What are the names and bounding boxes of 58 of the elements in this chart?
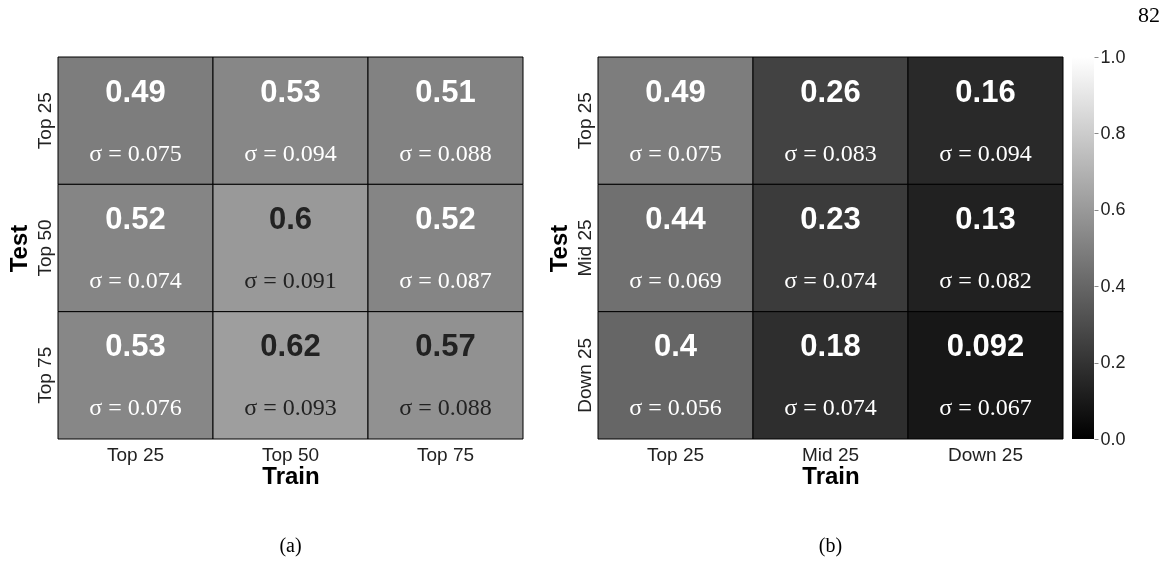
x-tick-label: Top 25 <box>106 443 165 465</box>
annotation: σ = 0.091 <box>244 267 337 293</box>
x-tick-label: Top 75 <box>416 443 475 465</box>
data-label: 0.16 <box>955 73 1016 109</box>
annotation: σ = 0.074 <box>784 267 877 293</box>
text: (a) <box>279 534 302 557</box>
data-label: 0.57 <box>415 328 476 364</box>
data-label: 0.53 <box>105 328 166 364</box>
color-bar-label: 0.8 <box>1100 122 1126 143</box>
data-label: 0.18 <box>800 328 861 364</box>
data-label: 0.53 <box>260 73 321 109</box>
color-bar-label: 0.6 <box>1100 199 1126 220</box>
data-label: 0.092 <box>946 328 1025 364</box>
y-tick-label: Down 25 <box>573 337 595 413</box>
y-tick-label: Top 75 <box>33 346 55 404</box>
y-tick-label: Top 25 <box>573 92 595 150</box>
annotation: σ = 0.076 <box>89 394 182 421</box>
y-axis-title: Test <box>544 224 572 273</box>
color-bar-label: 0.0 <box>1100 428 1126 449</box>
annotation: σ = 0.083 <box>784 139 877 166</box>
text: (b) <box>818 534 843 557</box>
annotation: σ = 0.074 <box>784 394 877 421</box>
text: 82 <box>1138 2 1160 28</box>
annotation: σ = 0.075 <box>89 139 182 166</box>
data-label: 0.6 <box>268 201 313 236</box>
color-bar-label: 1.0 <box>1100 46 1126 67</box>
annotation: σ = 0.087 <box>399 267 492 293</box>
annotation: σ = 0.074 <box>89 267 182 293</box>
data-label: 0.52 <box>415 201 476 236</box>
data-label: 0.52 <box>105 201 166 236</box>
y-tick-label: Top 25 <box>33 92 55 150</box>
annotation: σ = 0.082 <box>939 267 1032 293</box>
data-label: 0.44 <box>645 201 707 236</box>
annotation: σ = 0.067 <box>939 394 1032 421</box>
data-label: 0.49 <box>645 73 706 109</box>
annotation: σ = 0.094 <box>244 139 337 166</box>
annotation: σ = 0.056 <box>629 394 722 421</box>
y-tick-label: Mid 25 <box>573 219 595 277</box>
color-bar-label: 0.4 <box>1100 275 1126 296</box>
annotation: σ = 0.069 <box>629 267 722 293</box>
x-tick-label: Top 25 <box>646 443 705 465</box>
data-label: 0.23 <box>800 201 861 236</box>
x-tick-label: Top 50 <box>261 443 320 465</box>
x-tick-label: Down 25 <box>948 443 1023 465</box>
data-label: 0.49 <box>105 73 166 109</box>
annotation: σ = 0.088 <box>399 139 492 166</box>
data-label: 0.51 <box>415 73 476 109</box>
color-bar-label: 0.2 <box>1100 352 1126 373</box>
y-tick-label: Top 50 <box>33 219 55 277</box>
data-label: 0.13 <box>955 201 1016 236</box>
annotation: σ = 0.088 <box>399 394 492 421</box>
annotation: σ = 0.094 <box>939 139 1032 166</box>
data-label: 0.62 <box>260 328 321 364</box>
annotation: σ = 0.075 <box>629 139 722 166</box>
data-label: 0.26 <box>800 73 861 109</box>
data-label: 0.4 <box>653 328 698 364</box>
y-axis-title: Test <box>4 224 32 273</box>
annotation: σ = 0.093 <box>244 394 337 421</box>
